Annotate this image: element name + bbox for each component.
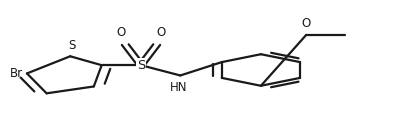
Text: S: S bbox=[137, 59, 145, 72]
Text: HN: HN bbox=[169, 81, 187, 94]
Text: O: O bbox=[301, 17, 311, 30]
Text: O: O bbox=[117, 26, 126, 39]
Text: O: O bbox=[156, 26, 165, 39]
Text: Br: Br bbox=[10, 67, 23, 80]
Text: S: S bbox=[69, 39, 76, 52]
